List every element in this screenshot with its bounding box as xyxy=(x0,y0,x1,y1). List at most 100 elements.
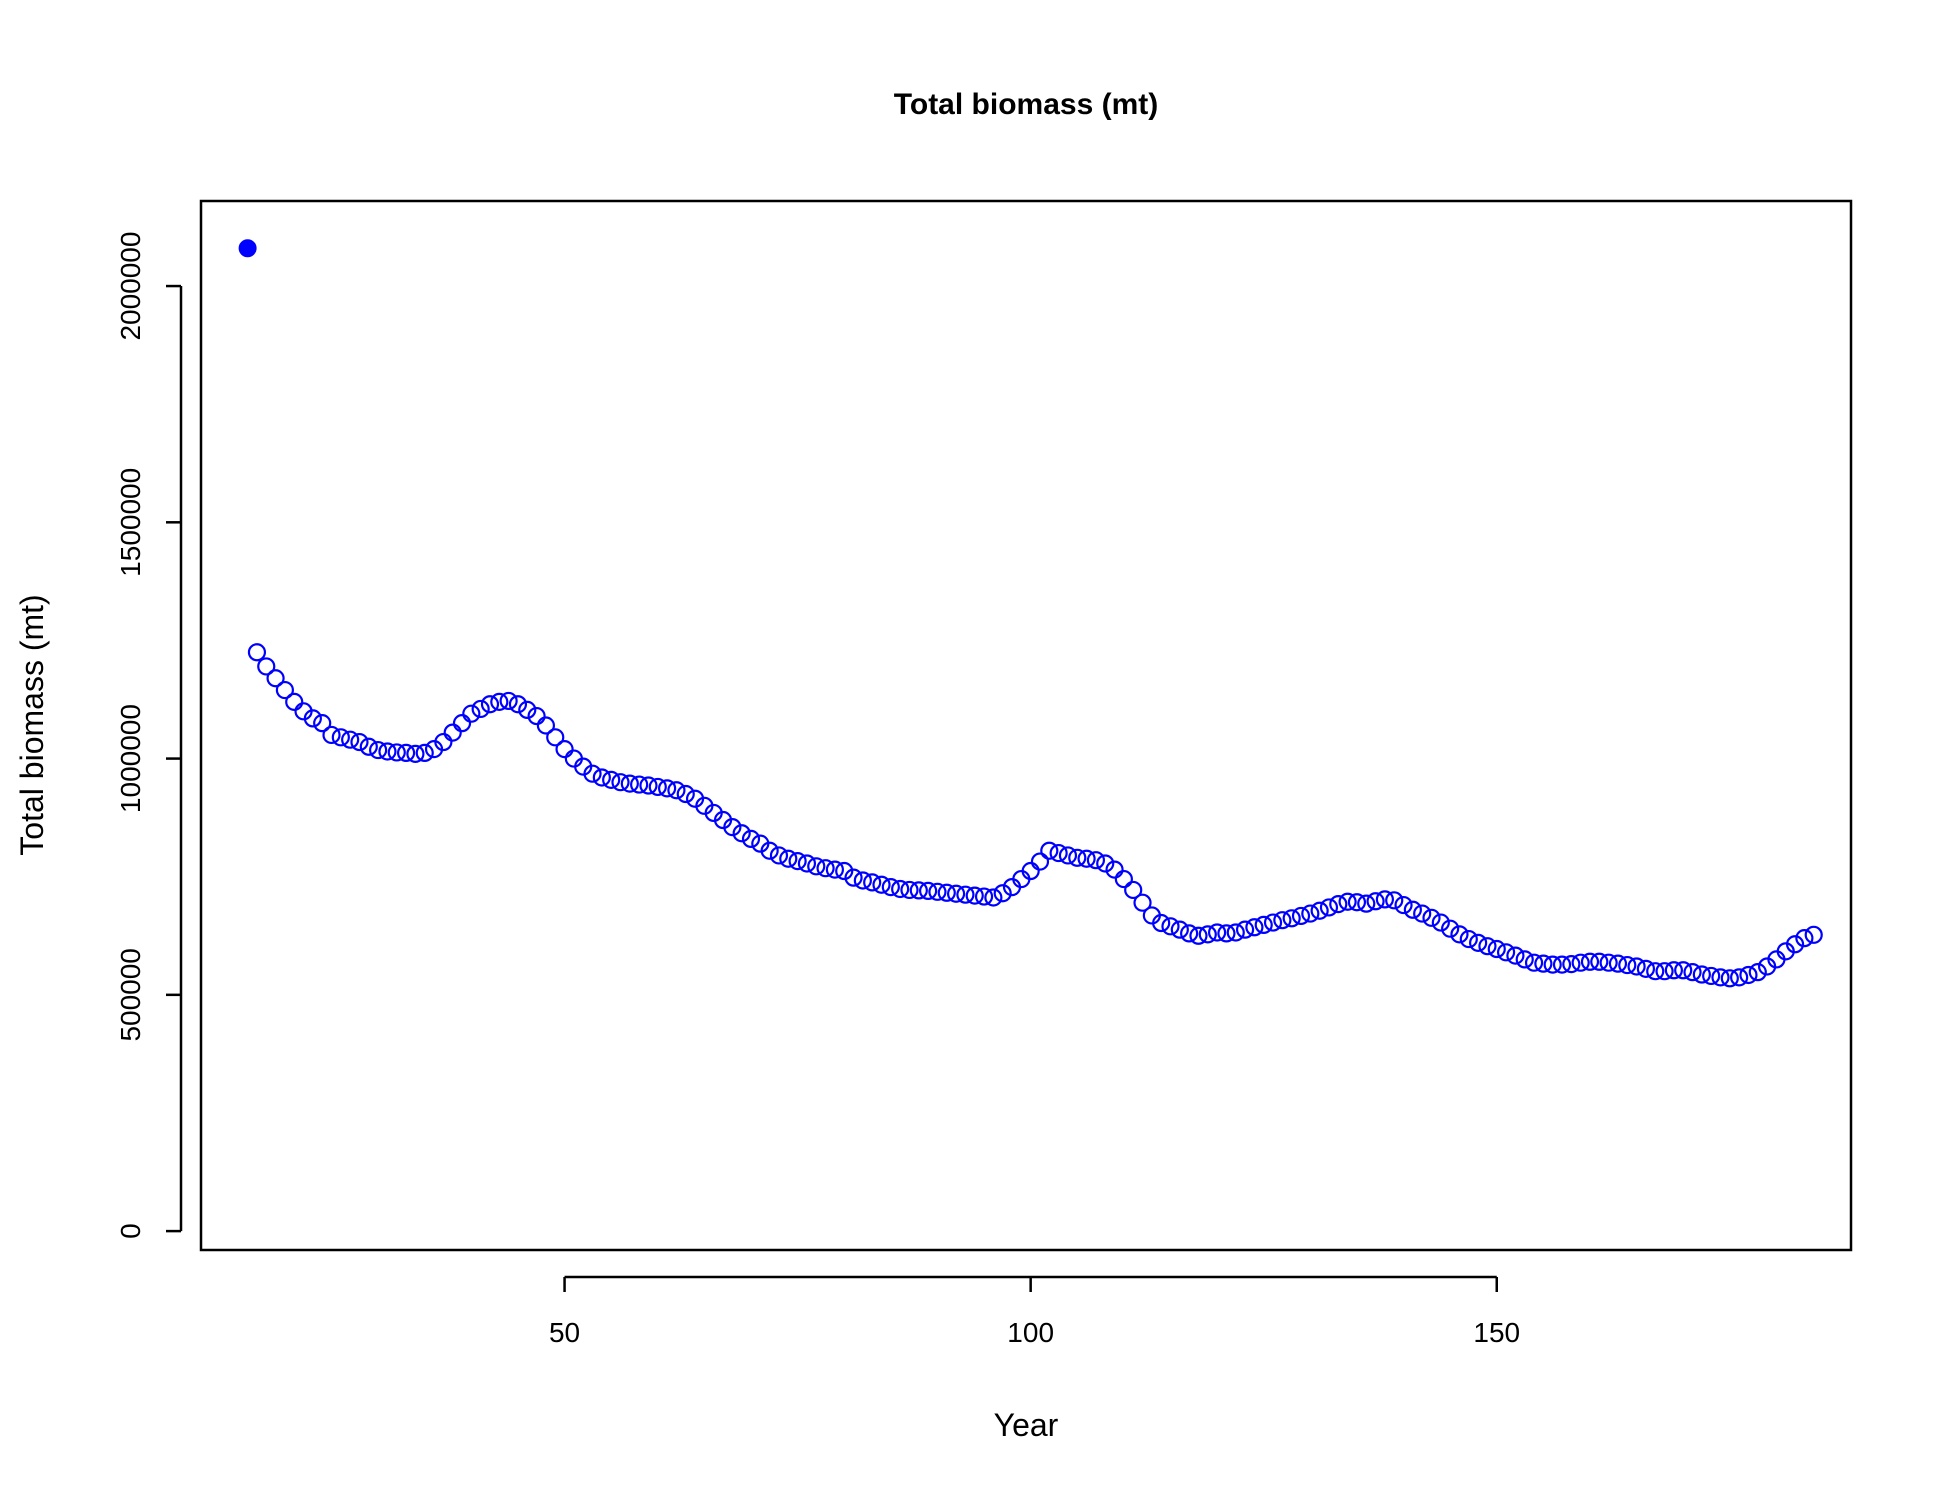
data-point xyxy=(1217,924,1236,943)
data-point xyxy=(1030,852,1050,871)
data-point xyxy=(285,692,304,711)
data-point xyxy=(359,737,378,756)
data-point xyxy=(1646,962,1665,981)
x-tick-label: 50 xyxy=(549,1317,580,1348)
data-point xyxy=(723,817,742,837)
data-point xyxy=(1599,953,1618,972)
data-point xyxy=(891,879,910,899)
data-point xyxy=(1301,904,1320,923)
chart-title: Total biomass (mt) xyxy=(894,88,1158,121)
data-point xyxy=(387,743,406,762)
data-point xyxy=(1618,955,1637,975)
data-point xyxy=(406,744,425,763)
y-axis: 0 500000 1000000 1500000 2000000 xyxy=(115,232,183,1239)
data-point xyxy=(434,732,453,752)
x-axis-label: Year xyxy=(994,1407,1059,1443)
data-point xyxy=(1310,901,1329,920)
data-point xyxy=(779,849,798,868)
data-point xyxy=(396,743,416,763)
data-point xyxy=(1133,893,1152,912)
data-points xyxy=(238,239,1823,988)
data-point xyxy=(471,699,490,719)
data-point xyxy=(313,714,332,733)
data-point xyxy=(499,691,518,711)
data-point xyxy=(965,886,984,905)
data-point xyxy=(1674,961,1693,980)
data-point xyxy=(1422,908,1441,927)
y-tick-label: 1000000 xyxy=(115,704,146,813)
data-point xyxy=(956,885,975,904)
data-point xyxy=(1068,848,1087,867)
data-point xyxy=(1403,900,1422,919)
data-point xyxy=(658,779,677,798)
data-point xyxy=(1431,913,1450,932)
data-point xyxy=(369,740,388,760)
data-point xyxy=(1347,893,1367,912)
data-point xyxy=(1711,968,1730,987)
data-point xyxy=(639,776,658,795)
data-point xyxy=(1664,961,1683,980)
data-point xyxy=(1338,892,1357,911)
data-point xyxy=(527,706,546,726)
data-point xyxy=(1683,963,1702,982)
data-point xyxy=(1552,955,1572,974)
data-point xyxy=(788,852,807,871)
data-point xyxy=(1441,919,1460,938)
data-point xyxy=(1040,841,1059,860)
data-point xyxy=(1049,843,1068,863)
data-point xyxy=(1450,925,1469,944)
y-axis-label: Total biomass (mt) xyxy=(14,594,50,855)
data-point xyxy=(919,881,938,900)
data-point xyxy=(1730,968,1749,987)
data-point xyxy=(1524,953,1544,972)
data-point xyxy=(350,732,369,752)
data-point xyxy=(415,743,434,763)
data-point xyxy=(993,884,1012,903)
data-point xyxy=(1086,851,1106,870)
data-point xyxy=(1366,892,1385,911)
data-point xyxy=(583,764,602,783)
data-point xyxy=(1748,963,1767,982)
data-point xyxy=(667,781,686,800)
data-point xyxy=(555,740,574,759)
data-point xyxy=(592,768,611,787)
data-point xyxy=(1058,846,1078,865)
data-point xyxy=(518,700,537,720)
data-point xyxy=(508,695,528,714)
data-point xyxy=(1385,891,1404,910)
data-point xyxy=(741,829,761,849)
data-point xyxy=(1590,952,1609,971)
data-point xyxy=(452,714,472,733)
data-point xyxy=(835,861,854,881)
data-point xyxy=(443,723,462,742)
data-point xyxy=(1543,955,1562,974)
data-point xyxy=(872,875,891,894)
data-point xyxy=(1804,925,1823,944)
x-tick-label: 100 xyxy=(1007,1317,1054,1348)
data-point xyxy=(1180,924,1199,943)
data-point xyxy=(341,730,360,749)
data-point xyxy=(797,854,817,873)
y-tick-label: 2000000 xyxy=(115,232,146,341)
data-point xyxy=(1375,890,1394,909)
data-point xyxy=(1739,965,1758,985)
data-point xyxy=(275,680,294,700)
data-point xyxy=(1161,917,1180,936)
data-point xyxy=(1282,909,1301,928)
data-point xyxy=(546,728,565,747)
y-tick-label: 0 xyxy=(115,1223,146,1239)
data-point xyxy=(257,657,276,676)
x-tick-label: 150 xyxy=(1473,1317,1520,1348)
data-point xyxy=(1208,923,1227,942)
data-point xyxy=(630,775,649,794)
data-point xyxy=(881,878,900,897)
data-point xyxy=(1795,929,1814,948)
data-point xyxy=(760,841,779,860)
data-point xyxy=(1534,954,1553,973)
data-point xyxy=(974,887,994,906)
data-point xyxy=(1413,904,1432,923)
data-point xyxy=(928,882,947,901)
data-point xyxy=(909,881,928,900)
data-point xyxy=(1571,953,1590,972)
data-point xyxy=(1627,957,1646,976)
